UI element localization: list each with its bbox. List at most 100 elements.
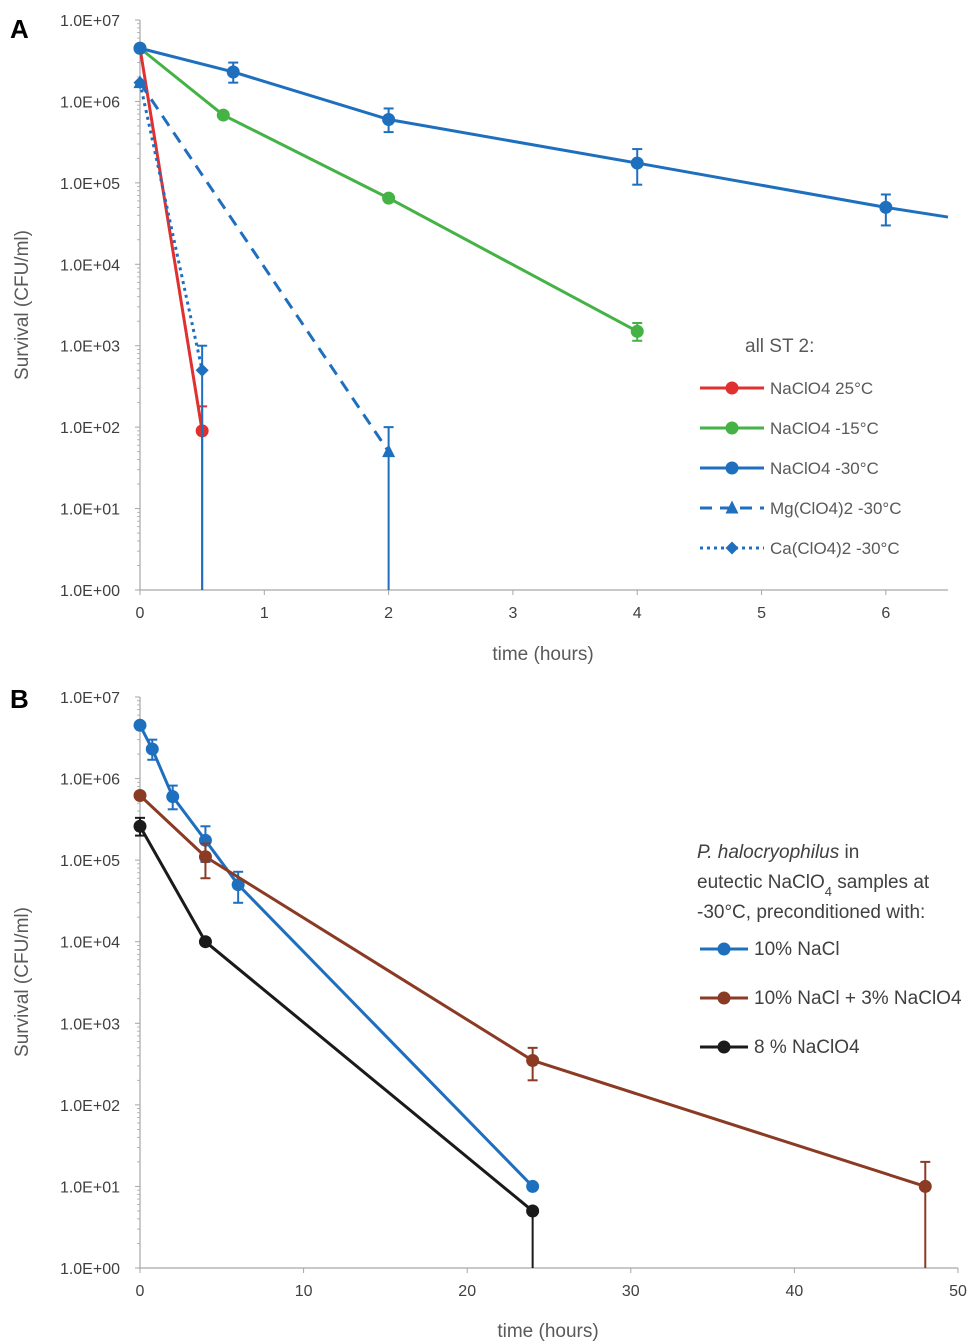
y-tick-label: 1.0E+07	[60, 13, 120, 30]
y-tick-label: 1.0E+00	[60, 1261, 120, 1278]
panel-b-legend: P. halocryophilus in eutectic NaClO4 sam…	[697, 842, 962, 1058]
series-1	[133, 789, 932, 1268]
panel-a-label: A	[10, 14, 29, 44]
data-point	[918, 1179, 932, 1193]
legend-label: 8 % NaClO4	[754, 1037, 860, 1058]
data-point	[717, 991, 731, 1005]
y-tick-label: 1.0E+07	[60, 690, 120, 707]
data-point	[216, 108, 230, 122]
data-point	[630, 156, 644, 170]
x-tick-label: 1	[260, 605, 269, 622]
x-tick-label: 0	[136, 605, 145, 622]
data-point	[198, 935, 212, 949]
x-tick-label: 10	[295, 1283, 313, 1300]
series-line	[138, 82, 204, 371]
legend-entry: 10% NaCl + 3% NaClO4	[700, 988, 962, 1009]
x-tick-label: 2	[384, 605, 393, 622]
legend-label: NaClO4 -15°C	[770, 419, 879, 438]
panel-b-legend-title-line1: P. halocryophilus in	[697, 842, 859, 863]
data-point	[133, 819, 147, 833]
data-point	[717, 942, 731, 956]
legend-label: 10% NaCl + 3% NaClO4	[754, 988, 962, 1009]
y-tick-label: 1.0E+00	[60, 583, 120, 600]
y-tick-label: 1.0E+03	[60, 1016, 120, 1033]
panel-b-legend-title-in: in	[839, 842, 859, 863]
x-tick-label: 50	[949, 1283, 967, 1300]
panel-b-legend-species: P. halocryophilus	[697, 842, 840, 863]
data-point	[879, 200, 893, 214]
data-point	[725, 541, 739, 555]
panel-a-y-label: Survival (CFU/ml)	[12, 230, 33, 380]
series-line	[139, 46, 949, 219]
x-tick-label: 3	[508, 605, 517, 622]
legend-label: Mg(ClO4)2 -30°C	[770, 499, 902, 518]
panel-b-y-label: Survival (CFU/ml)	[12, 907, 33, 1057]
x-tick-label: 4	[633, 605, 642, 622]
panel-b-x-ticks: 0 10 20 30 40 50	[136, 1268, 967, 1300]
series-3	[133, 75, 396, 590]
legend-entry: NaClO4 -15°C	[700, 419, 879, 438]
y-tick-label: 1.0E+06	[60, 772, 120, 789]
panel-b-chart: B 1.0E+001.0E+011.0E+021.0E+031.0E+041.0…	[10, 684, 967, 1342]
data-point	[195, 363, 209, 377]
x-tick-label: 30	[622, 1283, 640, 1300]
legend-label: NaClO4 25°C	[770, 379, 873, 398]
legend-entry: Mg(ClO4)2 -30°C	[700, 499, 902, 518]
data-point	[382, 191, 396, 205]
x-tick-label: 0	[136, 1283, 145, 1300]
y-tick-label: 1.0E+02	[60, 420, 120, 437]
y-tick-label: 1.0E+01	[60, 502, 120, 519]
data-point	[526, 1204, 540, 1218]
panel-b-label: B	[10, 684, 29, 714]
series-line	[138, 724, 534, 1188]
panel-b-legend-title-samples: samples at	[832, 872, 930, 893]
data-point	[226, 65, 240, 79]
y-tick-label: 1.0E+01	[60, 1179, 120, 1196]
y-tick-label: 1.0E+06	[60, 94, 120, 111]
panel-b-series	[133, 718, 932, 1268]
series-line	[138, 47, 204, 432]
x-tick-label: 6	[881, 605, 890, 622]
data-point	[717, 1040, 731, 1054]
panel-a-chart: A 1.0E+001.0E+011.0E+021.0E+031.0E+041.0…	[10, 13, 949, 665]
panel-a-series	[133, 41, 949, 590]
data-point	[382, 444, 396, 458]
data-point	[133, 789, 147, 803]
series-line	[138, 794, 926, 1188]
data-point	[526, 1179, 540, 1193]
series-1	[133, 41, 644, 342]
x-tick-label: 40	[786, 1283, 804, 1300]
y-tick-label: 1.0E+02	[60, 1098, 120, 1115]
legend-entry: NaClO4 25°C	[700, 379, 873, 398]
y-tick-label: 1.0E+05	[60, 853, 120, 870]
legend-entry: Ca(ClO4)2 -30°C	[700, 539, 900, 558]
data-point	[630, 324, 644, 338]
series-4	[133, 76, 209, 590]
panel-b-y-ticks: 1.0E+00 1.0E+01 1.0E+02 1.0E+03 1.0E+04 1.0E+…	[60, 690, 140, 1278]
data-point	[725, 461, 739, 475]
panel-b-legend-title-line2: eutectic NaClO4 samples at	[697, 872, 930, 899]
y-tick-label: 1.0E+03	[60, 339, 120, 356]
panel-a-legend-title: all ST 2:	[745, 336, 814, 357]
legend-entry: 10% NaCl	[700, 939, 840, 960]
series-0	[133, 718, 540, 1193]
panel-b-legend-title-sub: 4	[825, 884, 832, 899]
y-tick-label: 1.0E+05	[60, 176, 120, 193]
data-point	[725, 500, 739, 514]
legend-entry: NaClO4 -30°C	[700, 459, 879, 478]
series-2	[133, 41, 949, 227]
series-line	[138, 825, 534, 1213]
data-point	[725, 381, 739, 395]
data-point	[526, 1053, 540, 1067]
panel-b-x-label: time (hours)	[497, 1321, 598, 1342]
panel-b-legend-title-eutectic: eutectic NaClO	[697, 872, 825, 893]
panel-b-legend-title-line3: -30°C, preconditioned with:	[697, 902, 925, 923]
data-point	[133, 41, 147, 55]
data-point	[198, 850, 212, 864]
data-point	[231, 878, 245, 892]
panel-a-legend: all ST 2: NaClO4 25°C NaClO4 -15°C NaClO4 …	[700, 336, 902, 558]
panel-a-x-ticks: 0 1 2 3 4 5 6	[136, 590, 890, 622]
y-tick-label: 1.0E+04	[60, 935, 120, 952]
x-tick-label: 5	[757, 605, 766, 622]
